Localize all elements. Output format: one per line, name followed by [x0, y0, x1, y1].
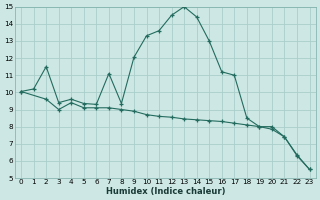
X-axis label: Humidex (Indice chaleur): Humidex (Indice chaleur): [106, 187, 225, 196]
